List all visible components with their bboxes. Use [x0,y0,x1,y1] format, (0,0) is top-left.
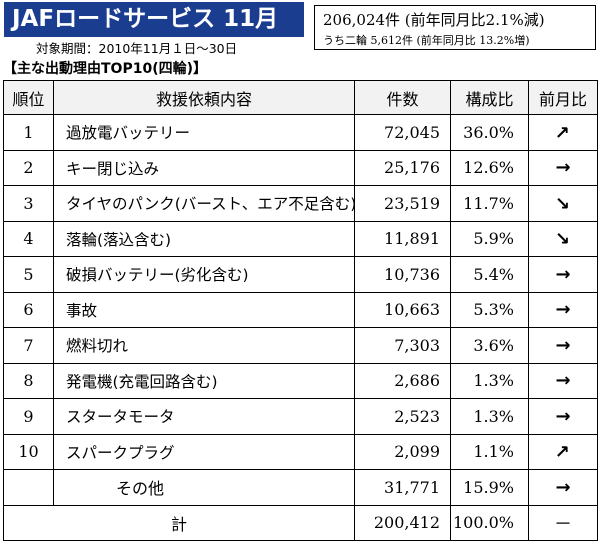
rank-cell: 9 [3,398,54,435]
other-trend: → [528,469,598,506]
reason-cell: キー閉じ込み [53,149,355,186]
ratio-cell: 36.0% [450,114,529,151]
header-ratio: 構成比 [450,80,529,115]
trend-cell: → [528,291,598,328]
header-trend: 前月比 [528,80,598,115]
total-label: 計 [3,504,355,541]
ratio-cell: 5.9% [450,220,529,257]
arrow-right-icon: → [555,299,571,321]
table-row-other: その他 31,771 15.9% → [3,469,598,506]
table-row: 6 事故 10,663 5.3% → [3,291,598,328]
trend-cell: → [528,362,598,399]
reason-cell: 過放電バッテリー [53,114,355,151]
trend-cell: → [528,433,598,470]
arrow-down-right-icon: → [550,225,576,252]
count-cell: 2,686 [354,362,451,399]
table-row: 5 破損バッテリー(劣化含む) 10,736 5.4% → [3,256,598,293]
arrow-right-icon: → [555,157,571,179]
arrow-right-icon: → [555,405,571,427]
total-trend: － [528,504,598,541]
header-count: 件数 [354,80,451,115]
rank-cell: 3 [3,185,54,222]
trend-cell: → [528,114,598,151]
summary-motorcycle: うち二輪 5,612件 (前年同月比 13.2%増) [323,34,530,47]
summary-box: 206,024件 (前年同月比2.1%減) うち二輪 5,612件 (前年同月比… [314,5,596,50]
table-row: 1 過放電バッテリー 72,045 36.0% → [3,114,598,151]
count-cell: 72,045 [354,114,451,151]
trend-cell: → [528,256,598,293]
ratio-cell: 1.3% [450,398,529,435]
ratio-cell: 1.3% [450,362,529,399]
reason-cell: タイヤのパンク(バースト、エア不足含む) [53,185,355,222]
table-header-row: 順位 救援依頼内容 件数 構成比 前月比 [3,80,598,115]
reason-cell: 発電機(充電回路含む) [53,362,355,399]
total-ratio: 100.0% [450,504,529,541]
header-rank: 順位 [3,80,54,115]
rank-cell: 6 [3,291,54,328]
table-row-total: 計 200,412 100.0% － [3,504,598,541]
arrow-down-right-icon: → [550,190,576,217]
count-cell: 25,176 [354,149,451,186]
table-row: 8 発電機(充電回路含む) 2,686 1.3% → [3,362,598,399]
rank-cell: 10 [3,433,54,470]
reason-cell: 燃料切れ [53,327,355,364]
reason-cell: 事故 [53,291,355,328]
other-label: その他 [53,469,355,506]
header-reason: 救援依頼内容 [53,80,355,115]
count-cell: 10,663 [354,291,451,328]
section-title: 【主な出動理由TOP10(四輪)】 [3,61,207,77]
rank-cell: 4 [3,220,54,257]
arrow-up-right-icon: → [550,119,576,146]
rank-cell: 5 [3,256,54,293]
ratio-cell: 12.6% [450,149,529,186]
rank-cell: 1 [3,114,54,151]
count-cell: 23,519 [354,185,451,222]
reason-cell: スパークプラグ [53,433,355,470]
count-cell: 10,736 [354,256,451,293]
table-row: 2 キー閉じ込み 25,176 12.6% → [3,149,598,186]
trend-cell: → [528,327,598,364]
other-ratio: 15.9% [450,469,529,506]
table-row: 7 燃料切れ 7,303 3.6% → [3,327,598,364]
table-row: 4 落輪(落込含む) 11,891 5.9% → [3,220,598,257]
table-row: 3 タイヤのパンク(バースト、エア不足含む) 23,519 11.7% → [3,185,598,222]
other-rank-cell [3,469,54,506]
count-cell: 2,099 [354,433,451,470]
reason-cell: 破損バッテリー(劣化含む) [53,256,355,293]
ratio-cell: 5.4% [450,256,529,293]
rank-cell: 7 [3,327,54,364]
reason-cell: 落輪(落込含む) [53,220,355,257]
reason-cell: スタータモータ [53,398,355,435]
arrow-up-right-icon: → [550,438,576,465]
page-title: JAFロードサービス 11月 [4,2,304,37]
ratio-cell: 11.7% [450,185,529,222]
summary-total: 206,024件 (前年同月比2.1%減) [323,11,545,29]
trend-cell: → [528,185,598,222]
rank-cell: 2 [3,149,54,186]
arrow-right-icon: → [555,263,571,285]
table-row: 10 スパークプラグ 2,099 1.1% → [3,433,598,470]
trend-cell: → [528,149,598,186]
arrow-right-icon: → [555,476,571,498]
ratio-cell: 3.6% [450,327,529,364]
count-cell: 7,303 [354,327,451,364]
table-row: 9 スタータモータ 2,523 1.3% → [3,398,598,435]
arrow-right-icon: → [555,334,571,356]
arrow-right-icon: → [555,370,571,392]
rank-cell: 8 [3,362,54,399]
other-count: 31,771 [354,469,451,506]
target-period: 対象期間：2010年11月１日～30日 [36,41,238,56]
count-cell: 11,891 [354,220,451,257]
count-cell: 2,523 [354,398,451,435]
ratio-cell: 1.1% [450,433,529,470]
total-count: 200,412 [354,504,451,541]
trend-cell: → [528,220,598,257]
trend-cell: → [528,398,598,435]
ratio-cell: 5.3% [450,291,529,328]
ranking-table: 順位 救援依頼内容 件数 構成比 前月比 1 過放電バッテリー 72,045 36.0… [3,80,598,541]
